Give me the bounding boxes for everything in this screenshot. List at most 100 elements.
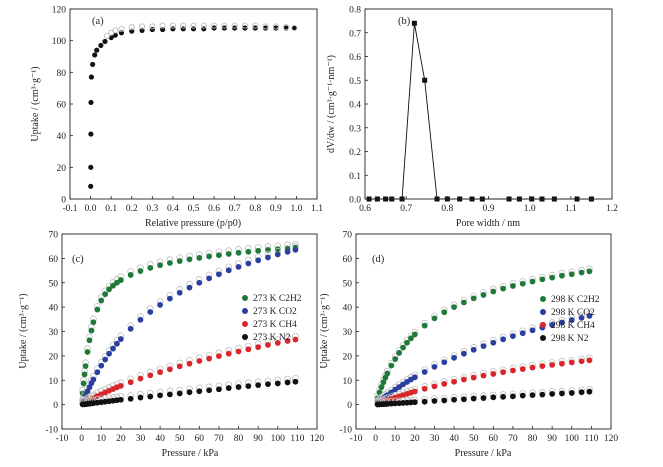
data-point bbox=[255, 247, 262, 254]
data-point bbox=[127, 325, 134, 332]
x-tick-label: 1.0 bbox=[524, 204, 536, 214]
data-point bbox=[460, 299, 467, 306]
x-tick-label: 120 bbox=[310, 434, 325, 444]
data-point bbox=[578, 314, 585, 321]
legend-c-ch4-marker bbox=[242, 321, 248, 327]
x-tick-label: 90 bbox=[253, 434, 263, 444]
x-tick-label: 60 bbox=[489, 434, 499, 444]
data-point bbox=[568, 271, 575, 278]
y-tick-label: 70 bbox=[49, 231, 59, 241]
panel-b-letter: (b) bbox=[398, 16, 411, 27]
legend-d-ch4: 298 K CH4 bbox=[551, 321, 595, 331]
desorption-point bbox=[190, 22, 197, 29]
panel-b-xlabel: Pore width / nm bbox=[456, 218, 520, 229]
pore-distribution-line bbox=[369, 23, 592, 200]
data-point bbox=[166, 295, 173, 302]
desorption-point bbox=[252, 22, 259, 29]
y-tick-label: 70 bbox=[343, 231, 353, 241]
data-point bbox=[378, 384, 385, 390]
data-point bbox=[90, 61, 96, 68]
data-point bbox=[235, 249, 242, 256]
data-point bbox=[88, 183, 94, 189]
data-point bbox=[411, 399, 418, 406]
data-point bbox=[451, 378, 457, 385]
x-tick-label: 20 bbox=[410, 434, 420, 444]
panel-d-legend: 298 K C2H2 298 K CO2 298 K CH4 298 K N2 bbox=[540, 295, 600, 344]
data-point bbox=[255, 344, 262, 350]
data-point bbox=[110, 345, 116, 352]
data-point bbox=[84, 349, 91, 355]
x-tick-label: 30 bbox=[136, 434, 146, 444]
data-point bbox=[81, 371, 88, 378]
y-tick-label: 40 bbox=[343, 304, 353, 314]
data-point bbox=[90, 319, 97, 326]
x-tick-label: 70 bbox=[508, 434, 518, 444]
panel-b: 0.6 0.7 0.8 0.9 1.0 1.1 1.2 0.0 0.1 0.2 0.3 0.4 0.5 0… bbox=[326, 6, 618, 230]
data-point bbox=[529, 278, 536, 285]
x-tick-label: 0.4 bbox=[167, 204, 179, 214]
data-point bbox=[147, 309, 154, 315]
data-point bbox=[176, 390, 183, 397]
data-point bbox=[80, 380, 87, 387]
data-point bbox=[421, 385, 428, 392]
data-point bbox=[292, 246, 299, 253]
data-point bbox=[265, 381, 271, 388]
panel-b-marks bbox=[366, 20, 594, 202]
data-point bbox=[90, 376, 97, 383]
data-point bbox=[98, 297, 105, 304]
y-tick-label: 30 bbox=[49, 328, 59, 338]
data-point bbox=[157, 262, 163, 269]
data-point bbox=[451, 354, 457, 361]
data-point bbox=[117, 336, 124, 342]
y-tick-label: 0 bbox=[53, 401, 58, 411]
data-point bbox=[196, 358, 203, 364]
panel-c: -10 0 10 20 30 40 50 60 70 80 90 100 110 120 -10 0 10 20 3… bbox=[18, 231, 324, 460]
data-point bbox=[411, 374, 418, 381]
data-point bbox=[291, 25, 297, 31]
y-tick-label: 0.8 bbox=[349, 6, 361, 16]
y-tick-label: 120 bbox=[52, 6, 67, 16]
x-tick-label: 1.1 bbox=[311, 204, 323, 214]
y-tick-label: 0.1 bbox=[349, 172, 361, 182]
desorption-point bbox=[118, 25, 125, 32]
x-tick-label: 0.7 bbox=[400, 204, 412, 214]
data-point bbox=[586, 268, 593, 275]
panel-a-letter: (a) bbox=[92, 16, 104, 27]
data-point bbox=[82, 363, 89, 370]
data-point bbox=[98, 362, 105, 369]
data-point bbox=[411, 388, 418, 395]
x-tick-label: 30 bbox=[430, 434, 440, 444]
data-point bbox=[421, 322, 428, 329]
x-tick-label: -0.1 bbox=[62, 204, 77, 214]
y-tick-label: 10 bbox=[49, 377, 59, 387]
y-tick-label: 0.5 bbox=[349, 77, 361, 87]
legend-d-c2h2-marker bbox=[540, 296, 546, 302]
desorption-point bbox=[169, 22, 176, 29]
data-point bbox=[568, 359, 575, 366]
data-point bbox=[510, 393, 516, 400]
data-point bbox=[470, 295, 477, 302]
panel-c-marks bbox=[79, 240, 299, 408]
data-point bbox=[225, 385, 232, 391]
desorption-point bbox=[108, 29, 115, 36]
data-point bbox=[578, 389, 585, 396]
data-point bbox=[510, 283, 516, 289]
x-tick-label: -10 bbox=[56, 434, 69, 444]
data-point bbox=[470, 374, 477, 381]
x-tick-label: 80 bbox=[234, 434, 244, 444]
panel-b-frame bbox=[364, 8, 613, 200]
y-tick-label: -10 bbox=[45, 426, 58, 436]
x-tick-label: 0.3 bbox=[146, 204, 158, 214]
x-tick-label: 120 bbox=[604, 434, 619, 444]
x-tick-label: 0.0 bbox=[85, 204, 97, 214]
data-point bbox=[559, 390, 565, 397]
panel-a-ticks: -0.1 0.0 0.1 0.2 0.3 0.4 0.5 0.6 0.7 0.8 0.9 1.0 1.1… bbox=[52, 6, 323, 215]
x-tick-label: 10 bbox=[390, 434, 400, 444]
data-point bbox=[176, 289, 183, 296]
data-point bbox=[284, 338, 291, 344]
desorption-point bbox=[104, 32, 111, 39]
data-point bbox=[529, 364, 536, 371]
desorption-point bbox=[221, 22, 228, 29]
panel-c-xlabel: Pressure / kPa bbox=[162, 448, 219, 459]
data-point bbox=[480, 343, 487, 350]
